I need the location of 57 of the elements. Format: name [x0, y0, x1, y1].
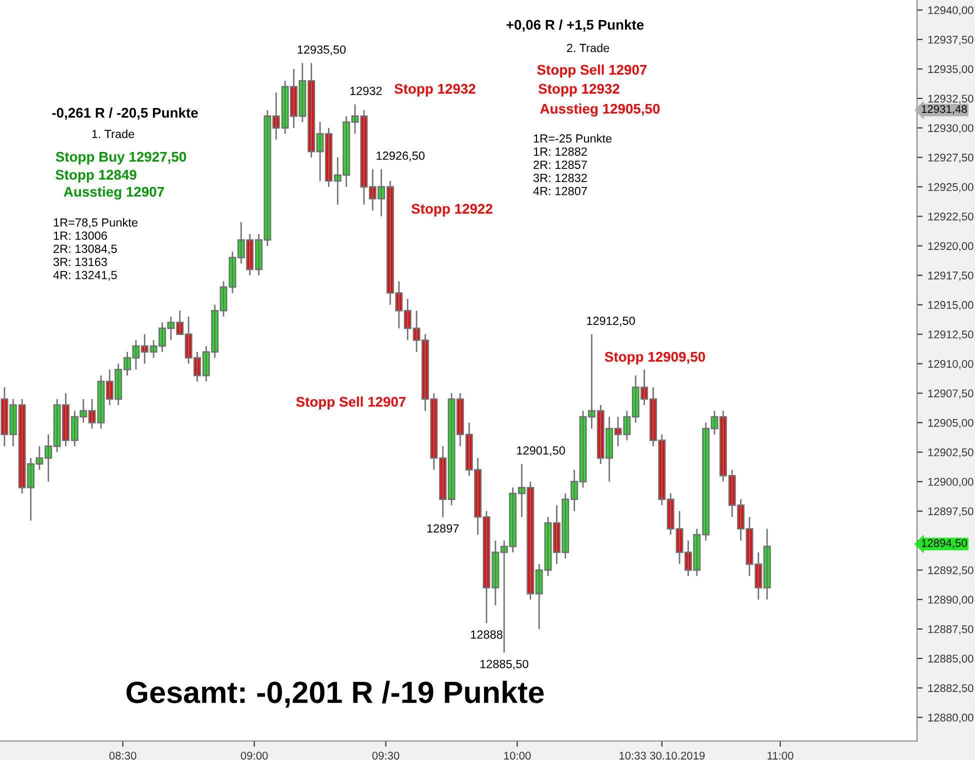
y-tick-label: 12935,00 [928, 65, 974, 74]
annotation: Stopp 12849 [55, 170, 136, 182]
y-tick-label: 12897,50 [928, 507, 974, 517]
annotation: Stopp 12932 [394, 84, 476, 96]
annotation: 1R=78,5 Punkte 1R: 13006 2R: 13084,5 3R: 13163 4R: 13241,5 [53, 218, 138, 281]
annotation: 12888 [470, 630, 502, 639]
x-tick-label: 09:30 [372, 752, 400, 760]
annotation: 2. Trade [566, 44, 610, 52]
y-tick-label: 12912,50 [928, 330, 974, 340]
x-tick-label: 09:00 [240, 752, 268, 760]
y-tick-label: 12905,00 [928, 418, 974, 428]
y-tick-label: 12937,50 [928, 36, 974, 45]
annotation: 12897 [427, 524, 459, 533]
y-tick-label: 12920,00 [928, 242, 974, 252]
y-tick-label: 12880,00 [928, 714, 974, 723]
annotation: +0,06 R / +1,5 Punkte [506, 20, 644, 32]
y-tick-label: 12902,50 [928, 448, 974, 458]
x-tick-label: 08:30 [109, 752, 136, 760]
y-tick-label: 12932,50 [928, 94, 974, 104]
y-tick-label: 12910,00 [928, 360, 974, 370]
annotation: Stopp Sell 12907 [537, 64, 647, 78]
y-tick-label: 12927,50 [928, 154, 974, 163]
text: 12931,48 [922, 105, 967, 114]
annotation: Stopp 12932 [538, 84, 620, 96]
annotation: 1R=-25 Punkte 1R: 12882 2R: 12857 3R: 12832 4R: 12807 [533, 134, 612, 196]
y-tick-label: 12882,50 [928, 684, 974, 694]
y-tick-label: 12930,00 [928, 124, 974, 134]
y-tick-label: 12900,00 [928, 478, 974, 488]
annotation: Stopp 12909,50 [604, 352, 705, 364]
annotation: 1. Trade [92, 129, 134, 138]
annotation: Ausstieg 12907 [64, 186, 164, 200]
annotation: Stopp 12922 [411, 204, 492, 216]
x-tick-label: 11:00 [768, 752, 794, 760]
y-tick-label: 12915,00 [928, 301, 974, 310]
annotation: 12935,50 [298, 45, 346, 56]
text: 12894,50 [922, 539, 967, 548]
y-tick-label: 12925,00 [928, 183, 974, 192]
annotation: 12926,50 [376, 152, 425, 162]
x-tick-label: 10:00 [504, 752, 531, 760]
annotation: 12901,50 [517, 446, 565, 456]
y-tick-label: 12907,50 [928, 389, 974, 399]
y-tick-label: 12885,00 [928, 654, 974, 664]
y-tick-label: 12887,50 [928, 625, 974, 634]
annotation: Gesamt: -0,201 R /-19 Punkte [126, 680, 544, 708]
annotation: 12912,50 [587, 316, 635, 326]
y-tick-label: 12917,50 [928, 272, 974, 281]
annotation: Stopp Buy 12927,50 [56, 152, 186, 164]
annotation: 12885,50 [480, 660, 528, 670]
y-tick-label: 12922,50 [928, 212, 974, 222]
annotation: Ausstieg 12905,50 [540, 103, 660, 117]
annotation: -0,261 R / -20,5 Punkte [52, 108, 198, 120]
annotation: 12932 [350, 86, 382, 96]
annotation: Stopp Sell 12907 [296, 396, 406, 410]
y-tick-label: 12890,00 [928, 596, 974, 605]
y-tick-label: 12892,50 [928, 566, 974, 576]
y-tick-label: 12940,00 [928, 6, 974, 16]
x-tick-label: 10:33 30.10.2019 [620, 752, 705, 760]
